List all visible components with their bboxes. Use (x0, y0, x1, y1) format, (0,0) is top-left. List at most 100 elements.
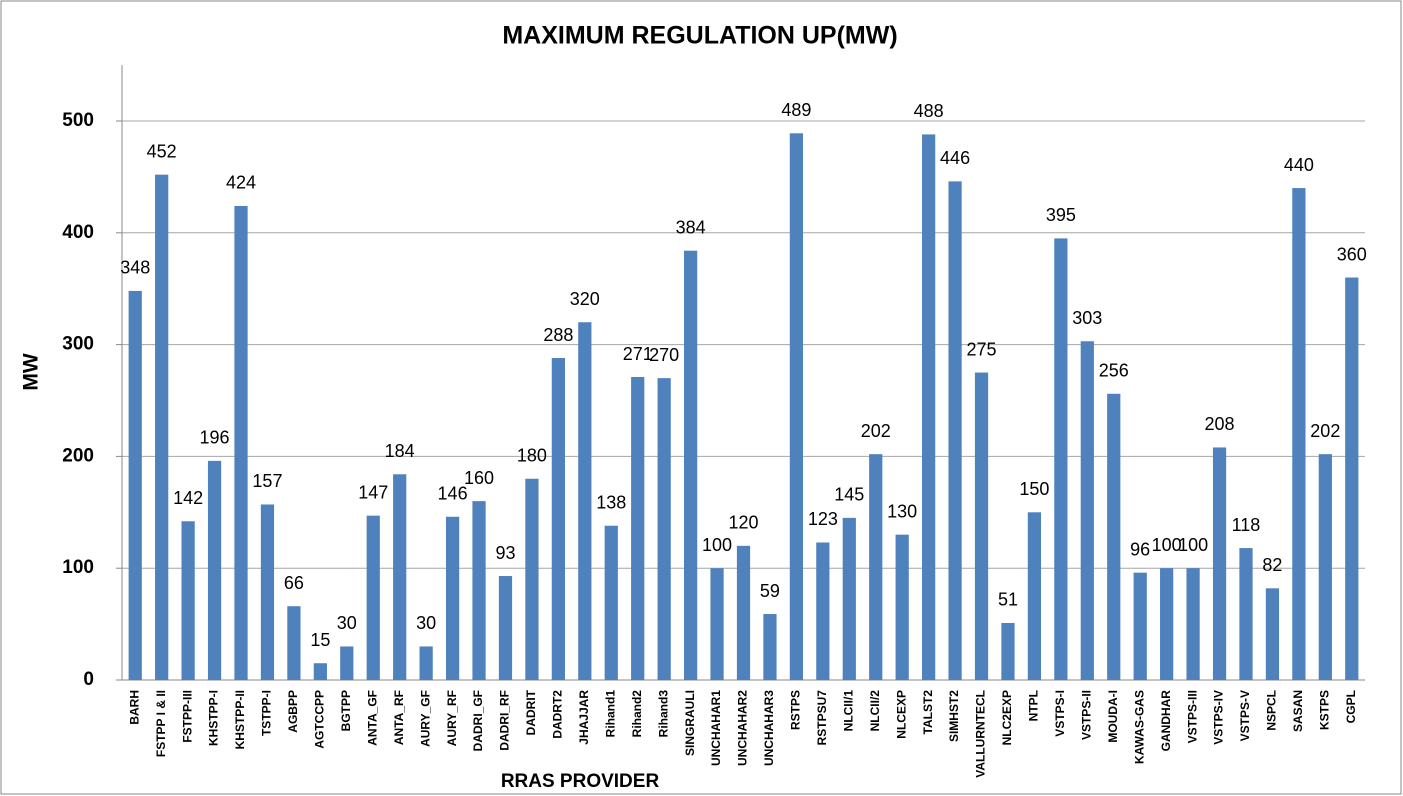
value-label: 130 (887, 501, 917, 521)
value-label: 360 (1337, 244, 1367, 264)
x-tick-label: UNCHAHAR1 (709, 690, 723, 766)
value-label: 348 (120, 258, 150, 278)
bar (1080, 341, 1094, 680)
x-tick-label: Rihand2 (630, 690, 644, 738)
chart-title: MAXIMUM REGULATION UP(MW) (502, 22, 897, 50)
x-tick-label: DADRIT (524, 689, 538, 735)
bar (1186, 568, 1200, 680)
x-tick-label: SINGRAULI (683, 690, 697, 756)
x-tick-label: VSTPS-III (1185, 690, 1199, 743)
value-label: 271 (623, 344, 653, 364)
x-tick-label: VSTPS-V (1238, 690, 1252, 741)
value-label: 30 (337, 613, 357, 633)
y-tick-label: 300 (62, 334, 94, 355)
x-tick-label: RSTPS (789, 690, 803, 730)
x-tick-label: Rihand1 (603, 690, 617, 738)
bar (869, 454, 883, 680)
bar (1160, 568, 1174, 680)
value-label: 138 (596, 492, 626, 512)
bar (1345, 277, 1359, 680)
x-tick-label: NLCII/1 (841, 690, 855, 732)
value-label: 303 (1072, 308, 1102, 328)
bar (922, 134, 936, 680)
value-label: 202 (1310, 421, 1340, 441)
value-label: 196 (200, 428, 230, 448)
value-label: 59 (760, 581, 780, 601)
x-tick-label: JHAJJAR (577, 690, 591, 745)
x-tick-label: KAWAS-GAS (1132, 690, 1146, 764)
value-label: 51 (998, 590, 1018, 610)
bar (1107, 393, 1121, 680)
bar (578, 322, 592, 680)
value-label: 489 (781, 100, 811, 120)
value-label: 118 (1232, 515, 1261, 535)
x-tick-label: SASAN (1291, 690, 1305, 732)
bar (551, 358, 565, 680)
bar (366, 515, 380, 680)
bar (260, 504, 275, 680)
x-tick-label: DADRI_RF (498, 690, 512, 751)
x-tick-label: ANTA_GF (365, 690, 379, 746)
x-tick-label: VSTPS-IV (1212, 690, 1226, 745)
value-label: 30 (416, 613, 436, 633)
x-tick-label: NLCEXP (894, 690, 908, 739)
bar (1133, 572, 1147, 680)
value-label: 146 (438, 484, 468, 504)
bar (155, 174, 169, 680)
bar (974, 372, 989, 680)
bar (313, 663, 327, 680)
x-tick-label: ANTA_RF (392, 690, 406, 745)
value-label: 93 (495, 543, 515, 563)
value-label: 150 (1019, 479, 1049, 499)
bar (181, 521, 195, 680)
bar (763, 614, 777, 680)
value-label: 157 (252, 471, 282, 491)
value-label: 160 (464, 468, 494, 488)
bar (948, 181, 962, 680)
bar (710, 568, 724, 680)
value-label: 320 (570, 289, 600, 309)
value-label: 100 (1178, 535, 1208, 555)
bar (683, 250, 698, 681)
bar (498, 576, 513, 680)
x-tick-label: RSTPSU7 (815, 690, 829, 746)
value-label: 488 (914, 101, 944, 121)
value-label: 145 (834, 485, 864, 505)
value-label: 15 (310, 630, 330, 650)
value-label: 142 (173, 488, 203, 508)
bar (657, 378, 671, 680)
x-tick-label: FSTPP-III (180, 690, 194, 743)
x-tick-label: KHSTPP-II (233, 690, 247, 749)
bar (1054, 238, 1068, 680)
x-tick-label: BGTPP (339, 690, 353, 731)
value-label: 256 (1099, 361, 1129, 381)
x-tick-label: KSTPS (1318, 690, 1332, 730)
bar (604, 525, 618, 680)
x-tick-label: AGTCCPP (313, 690, 327, 749)
x-tick-label: UNCHAHAR2 (736, 690, 750, 766)
value-label: 270 (649, 345, 679, 365)
value-label: 120 (728, 513, 758, 533)
x-tick-label: DADRT2 (551, 690, 565, 739)
x-tick-label: MOUDA-I (1106, 690, 1120, 743)
value-label: 424 (226, 173, 256, 193)
bar (1292, 188, 1306, 680)
x-tick-label: NTPL (1027, 690, 1041, 721)
value-label: 100 (1152, 535, 1182, 555)
bar (1265, 588, 1280, 680)
y-tick-label: 400 (62, 222, 94, 243)
bar (234, 205, 248, 680)
x-tick-label: AURY_RF (445, 690, 459, 746)
x-tick-label: CGPL (1344, 690, 1358, 723)
value-label: 208 (1205, 414, 1235, 434)
value-label: 452 (147, 141, 177, 161)
value-label: 384 (676, 217, 706, 237)
x-tick-label: NLCII/2 (868, 690, 882, 732)
bar (472, 501, 486, 680)
bar (128, 290, 142, 680)
x-tick-label: AGBPP (286, 690, 300, 733)
value-label: 82 (1262, 555, 1282, 575)
x-tick-label: SIMHST2 (947, 690, 961, 742)
x-tick-label: VALLURNTECL (974, 690, 988, 778)
